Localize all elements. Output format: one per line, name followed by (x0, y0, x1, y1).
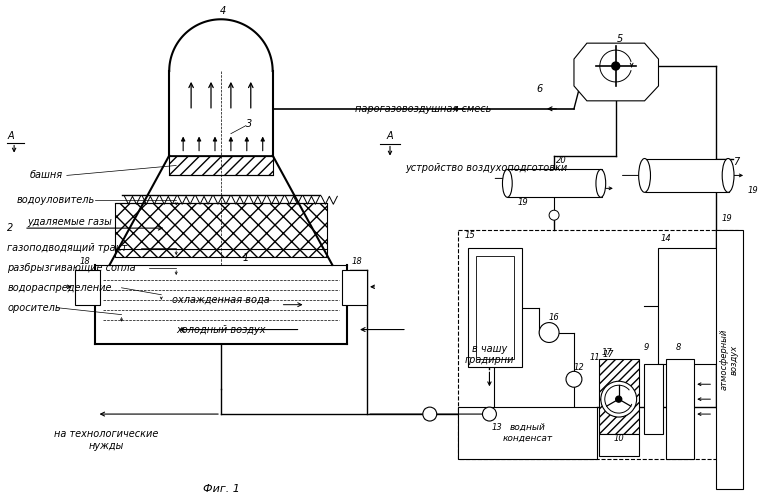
Bar (644, 365, 664, 434)
Circle shape (549, 210, 559, 220)
Circle shape (601, 381, 636, 417)
Bar (644, 158, 729, 192)
Text: А: А (387, 130, 393, 140)
Text: устройство воздухоподготовки: устройство воздухоподготовки (405, 163, 567, 173)
Text: 15: 15 (464, 231, 475, 240)
Text: 12: 12 (573, 363, 584, 372)
Text: 17: 17 (603, 350, 615, 359)
Text: 16: 16 (548, 313, 559, 322)
Bar (75, 270, 100, 305)
Text: атмосферный
воздух: атмосферный воздух (719, 329, 739, 390)
Text: водоуловитель: водоуловитель (17, 195, 95, 205)
Bar (666, 360, 694, 459)
Text: 19: 19 (517, 198, 528, 207)
Text: 2: 2 (7, 223, 13, 233)
Text: на технологические: на технологические (55, 429, 159, 439)
Circle shape (483, 407, 496, 421)
Bar (458, 230, 738, 459)
Text: нужды: нужды (89, 441, 124, 451)
Bar (115, 203, 328, 257)
Text: 5: 5 (616, 34, 623, 44)
Text: 17: 17 (601, 348, 612, 357)
Bar (476, 256, 514, 360)
Text: охлажденная вода: охлажденная вода (172, 295, 270, 305)
Text: 7: 7 (733, 157, 739, 167)
Text: парогазовоздушная смесь: парогазовоздушная смесь (355, 104, 491, 114)
Circle shape (423, 407, 437, 421)
Text: 18: 18 (80, 257, 90, 266)
Circle shape (539, 323, 559, 343)
Text: Фиг. 1: Фиг. 1 (203, 484, 239, 494)
Text: 18: 18 (352, 257, 363, 266)
Text: 3: 3 (246, 119, 252, 128)
Bar (599, 360, 639, 434)
Bar (658, 248, 718, 365)
Text: 19: 19 (722, 214, 732, 223)
Text: 8: 8 (675, 343, 681, 352)
Ellipse shape (596, 169, 606, 197)
Text: ороситель: ороситель (7, 303, 61, 313)
Bar (716, 230, 743, 489)
Bar (467, 248, 523, 368)
Circle shape (566, 372, 582, 387)
Text: удаляемые газы: удаляемые газы (27, 217, 112, 227)
Text: 4: 4 (220, 6, 226, 16)
Circle shape (612, 62, 620, 70)
Text: 1: 1 (243, 253, 249, 263)
Text: 11: 11 (590, 353, 601, 362)
Text: 19: 19 (748, 186, 759, 195)
Text: холодный воздух: холодный воздух (176, 325, 266, 335)
Text: 13: 13 (492, 422, 503, 431)
Bar (169, 155, 273, 175)
Text: 9: 9 (644, 343, 649, 352)
Text: газоподводящий тракт: газоподводящий тракт (7, 243, 127, 253)
Text: 14: 14 (661, 234, 672, 243)
Circle shape (615, 396, 622, 402)
Text: разбрызгивающие сопла: разбрызгивающие сопла (7, 263, 136, 273)
Text: водораспределение: водораспределение (7, 283, 112, 293)
Bar (342, 270, 367, 305)
Text: 6: 6 (536, 84, 542, 94)
Polygon shape (574, 43, 658, 101)
Text: башня: башня (30, 170, 63, 180)
Bar (507, 169, 602, 197)
Text: 10: 10 (613, 434, 624, 443)
Text: А: А (7, 130, 14, 140)
Ellipse shape (722, 158, 734, 192)
Text: 20: 20 (555, 156, 566, 165)
Ellipse shape (502, 169, 512, 197)
Text: водный
конденсат: водный конденсат (502, 423, 552, 443)
Bar (458, 407, 597, 459)
Text: в чашу
градирни: в чашу градирни (465, 344, 514, 365)
Ellipse shape (639, 158, 651, 192)
Bar (599, 434, 639, 456)
